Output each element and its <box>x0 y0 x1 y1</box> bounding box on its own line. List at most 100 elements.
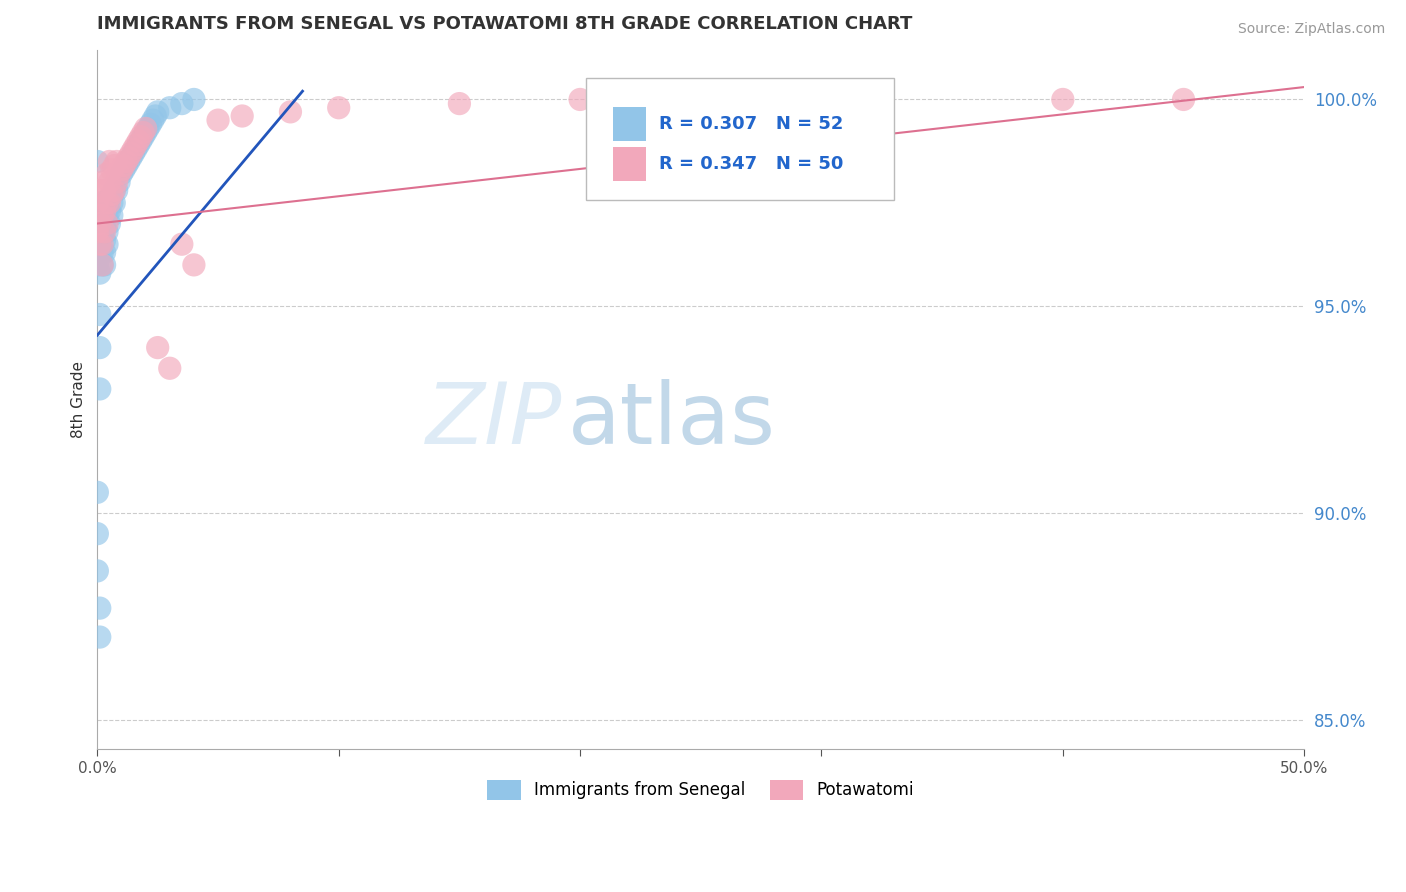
Point <box>159 101 181 115</box>
Point <box>101 195 124 210</box>
Point <box>89 630 111 644</box>
Text: ZIP: ZIP <box>426 379 562 462</box>
Point <box>91 245 114 260</box>
Point <box>110 162 132 177</box>
Point <box>108 175 131 189</box>
Point <box>115 159 138 173</box>
Point <box>96 237 118 252</box>
Point <box>110 167 132 181</box>
Point <box>93 225 115 239</box>
Point <box>103 159 125 173</box>
Text: IMMIGRANTS FROM SENEGAL VS POTAWATOMI 8TH GRADE CORRELATION CHART: IMMIGRANTS FROM SENEGAL VS POTAWATOMI 8T… <box>97 15 912 33</box>
Point <box>91 258 114 272</box>
Point <box>207 113 229 128</box>
Point <box>129 134 152 148</box>
Point <box>101 187 124 202</box>
Point <box>143 109 166 123</box>
Point <box>93 233 115 247</box>
Point <box>103 195 125 210</box>
Point <box>93 204 115 219</box>
Point <box>1052 93 1074 107</box>
Point <box>120 146 142 161</box>
Point <box>89 382 111 396</box>
Point <box>183 258 205 272</box>
Point <box>183 93 205 107</box>
Point <box>89 308 111 322</box>
Point <box>142 113 165 128</box>
Point <box>89 266 111 280</box>
Point <box>135 121 157 136</box>
Point <box>103 183 125 197</box>
Point <box>89 237 111 252</box>
Point <box>86 526 108 541</box>
Text: R = 0.307   N = 52: R = 0.307 N = 52 <box>658 115 844 133</box>
Point <box>93 220 115 235</box>
Point <box>122 146 145 161</box>
Legend: Immigrants from Senegal, Potawatomi: Immigrants from Senegal, Potawatomi <box>481 773 921 806</box>
Point <box>91 217 114 231</box>
FancyBboxPatch shape <box>586 78 894 200</box>
Point <box>280 104 302 119</box>
Point <box>98 195 121 210</box>
Point <box>231 109 253 123</box>
Text: R = 0.347   N = 50: R = 0.347 N = 50 <box>658 154 844 173</box>
Point <box>86 258 108 272</box>
FancyBboxPatch shape <box>613 147 647 180</box>
Point <box>125 137 148 152</box>
Point <box>98 217 121 231</box>
Point <box>86 485 108 500</box>
Point <box>91 228 114 243</box>
Point <box>98 204 121 219</box>
Point <box>118 150 141 164</box>
Point <box>93 245 115 260</box>
Point <box>91 208 114 222</box>
Point <box>146 341 169 355</box>
Point <box>96 167 118 181</box>
Point <box>86 225 108 239</box>
Point <box>127 134 149 148</box>
Point <box>98 192 121 206</box>
Point <box>96 225 118 239</box>
Point <box>86 225 108 239</box>
Point <box>91 175 114 189</box>
Point <box>115 154 138 169</box>
Point <box>105 183 128 197</box>
Point <box>122 142 145 156</box>
Point <box>98 154 121 169</box>
Point <box>129 129 152 144</box>
Point <box>108 167 131 181</box>
Point <box>170 96 193 111</box>
Point <box>101 208 124 222</box>
Text: atlas: atlas <box>568 379 776 462</box>
Point <box>86 154 108 169</box>
Point <box>112 162 135 177</box>
Point <box>139 117 162 131</box>
Point <box>91 258 114 272</box>
Point <box>91 195 114 210</box>
Point <box>91 237 114 252</box>
Point <box>89 217 111 231</box>
Point <box>689 93 711 107</box>
FancyBboxPatch shape <box>613 107 647 141</box>
Point <box>135 126 157 140</box>
Point <box>105 175 128 189</box>
Point <box>89 341 111 355</box>
Point <box>146 104 169 119</box>
Point <box>328 101 350 115</box>
Point <box>89 183 111 197</box>
Point <box>136 121 159 136</box>
Point <box>112 159 135 173</box>
Point <box>159 361 181 376</box>
Point <box>569 93 592 107</box>
Point <box>96 217 118 231</box>
Point <box>132 129 155 144</box>
Point <box>1173 93 1195 107</box>
Point <box>96 208 118 222</box>
Point <box>120 150 142 164</box>
Point <box>101 162 124 177</box>
Point <box>93 258 115 272</box>
Point <box>127 137 149 152</box>
Point <box>86 564 108 578</box>
Point <box>103 183 125 197</box>
Point <box>118 154 141 169</box>
